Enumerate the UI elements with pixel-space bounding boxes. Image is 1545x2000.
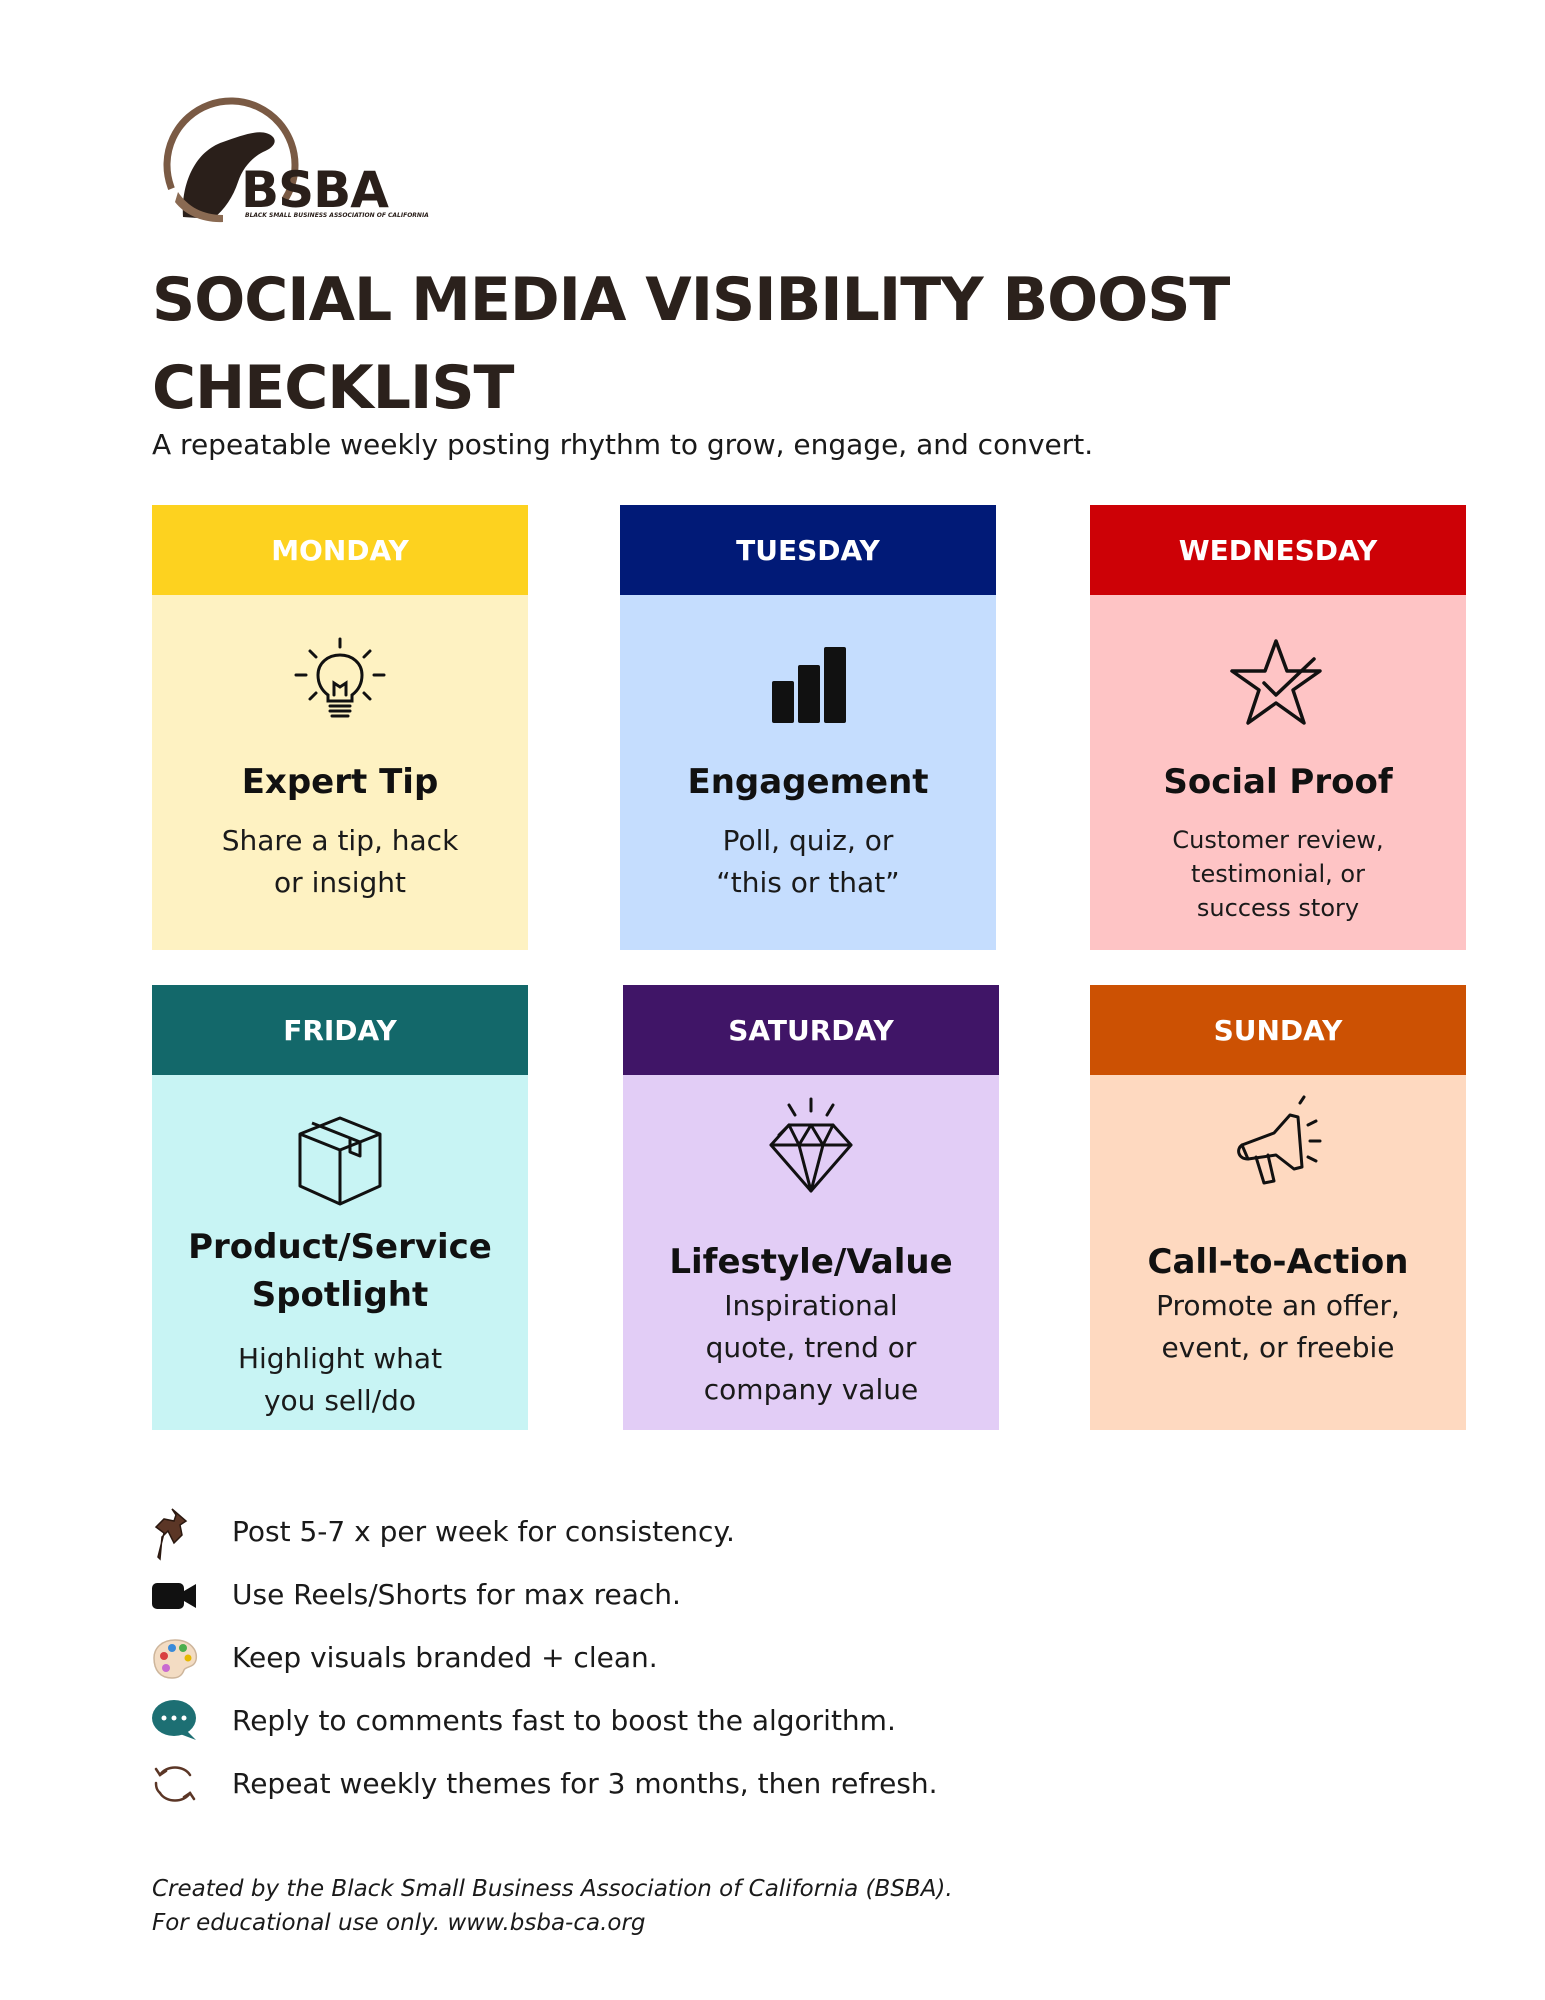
card-header: FRIDAY	[152, 985, 528, 1075]
card-title: Social Proof	[1163, 762, 1393, 802]
refresh-icon	[150, 1759, 200, 1809]
video-camera-icon	[150, 1570, 200, 1620]
tip-text: Keep visuals branded + clean.	[232, 1641, 658, 1674]
card-monday: MONDAY Expert Tip Share a tip, hack or i…	[152, 505, 528, 950]
footer: Created by the Black Small Business Asso…	[152, 1872, 953, 1940]
tip-item: Use Reels/Shorts for max reach.	[150, 1563, 681, 1626]
page-subtitle: A repeatable weekly posting rhythm to gr…	[152, 428, 1094, 461]
megaphone-icon	[1237, 1095, 1322, 1185]
footer-credit: Created by the Black Small Business Asso…	[152, 1876, 953, 1902]
logo-subtext: BLACK SMALL BUSINESS ASSOCIATION OF CALI…	[245, 212, 429, 219]
tips-list: Post 5-7 x per week for consistency. Use…	[150, 1500, 938, 1815]
palette-icon	[150, 1633, 200, 1683]
card-description: Promote an offer, event, or freebie	[1156, 1289, 1400, 1364]
page-title: SOCIAL MEDIA VISIBILITY BOOST CHECKLIST	[152, 256, 1452, 432]
card-body: Product/Service Spotlight Highlight what…	[152, 1075, 528, 1430]
title-line-1: SOCIAL MEDIA VISIBILITY BOOST	[152, 265, 1230, 335]
diamond-icon	[769, 1097, 853, 1193]
tip-text: Post 5-7 x per week for consistency.	[232, 1515, 735, 1548]
card-header: TUESDAY	[620, 505, 996, 595]
bar-chart-icon	[772, 647, 846, 723]
card-header: SUNDAY	[1090, 985, 1466, 1075]
tip-item: Reply to comments fast to boost the algo…	[150, 1689, 896, 1752]
card-description: Inspirational quote, trend or company va…	[703, 1289, 919, 1406]
card-body: Social Proof Customer review, testimonia…	[1090, 595, 1466, 950]
card-body: Engagement Poll, quiz, or “this or that”	[620, 595, 996, 950]
card-title: Product/Service Spotlight	[152, 1223, 528, 1319]
card-friday: FRIDAY Product/Service Spotlight Highlig…	[152, 985, 528, 1430]
card-title-line-2: Spotlight	[251, 1275, 429, 1315]
card-title: Lifestyle/Value	[669, 1242, 953, 1282]
pushpin-icon	[150, 1507, 200, 1561]
card-header: WEDNESDAY	[1090, 505, 1466, 595]
tip-text: Use Reels/Shorts for max reach.	[232, 1578, 681, 1611]
card-sunday: SUNDAY Call-to-Action Promote an offer, …	[1090, 985, 1466, 1430]
card-tuesday: TUESDAY Engagement Poll, quiz, or “this …	[620, 505, 996, 950]
card-header: SATURDAY	[623, 985, 999, 1075]
card-description: Highlight what you sell/do	[237, 1342, 443, 1417]
card-body: Expert Tip Share a tip, hack or insight	[152, 595, 528, 950]
footer-disclaimer: For educational use only. www.bsba-ca.or…	[152, 1910, 646, 1936]
bsba-logo: BSBA BLACK SMALL BUSINESS ASSOCIATION OF…	[163, 97, 429, 237]
card-title: Call-to-Action	[1147, 1242, 1409, 1282]
card-title: Engagement	[687, 762, 929, 802]
card-description: Customer review, testimonial, or success…	[1172, 826, 1384, 922]
tip-text: Reply to comments fast to boost the algo…	[232, 1704, 896, 1737]
panther-emblem	[163, 97, 299, 233]
lightbulb-icon	[294, 637, 386, 718]
card-header: MONDAY	[152, 505, 528, 595]
card-body: Lifestyle/Value Inspirational quote, tre…	[623, 1075, 999, 1430]
card-wednesday: WEDNESDAY Social Proof Customer review, …	[1090, 505, 1466, 950]
title-line-2: CHECKLIST	[152, 353, 514, 423]
card-saturday: SATURDAY Lifestyle/Value Inspirational q…	[623, 985, 999, 1430]
speech-bubble-icon	[150, 1696, 200, 1746]
card-body: Call-to-Action Promote an offer, event, …	[1090, 1075, 1466, 1430]
tip-item: Keep visuals branded + clean.	[150, 1626, 658, 1689]
star-check-icon	[1230, 639, 1322, 725]
tip-item: Repeat weekly themes for 3 months, then …	[150, 1752, 938, 1815]
card-description: Share a tip, hack or insight	[221, 824, 459, 899]
card-title-line-1: Product/Service	[188, 1227, 492, 1267]
card-title: Expert Tip	[241, 762, 439, 802]
logo-wordmark: BSBA	[241, 161, 389, 219]
box-icon	[298, 1116, 382, 1206]
tip-text: Repeat weekly themes for 3 months, then …	[232, 1767, 938, 1800]
tip-item: Post 5-7 x per week for consistency.	[150, 1500, 735, 1563]
card-description: Poll, quiz, or “this or that”	[716, 824, 900, 899]
